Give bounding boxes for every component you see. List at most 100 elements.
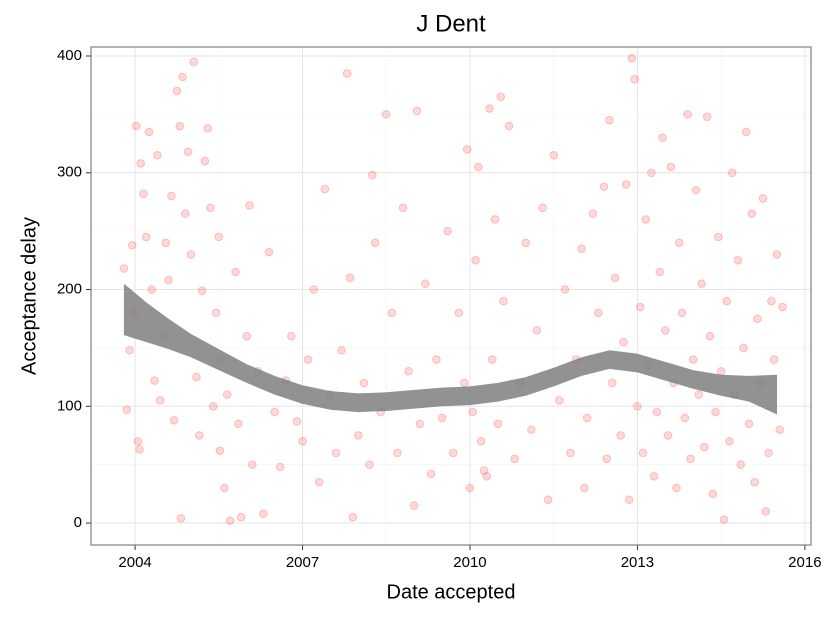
point xyxy=(448,448,458,458)
point xyxy=(144,127,154,137)
smooth-band xyxy=(123,283,777,415)
point xyxy=(122,405,132,415)
point xyxy=(683,110,692,119)
point xyxy=(153,150,162,160)
point xyxy=(189,57,198,67)
point xyxy=(716,366,726,376)
point xyxy=(686,454,695,464)
point xyxy=(275,462,285,472)
point xyxy=(270,407,279,417)
point xyxy=(728,168,737,178)
point xyxy=(208,401,218,411)
point xyxy=(672,483,681,493)
point xyxy=(714,232,723,242)
point xyxy=(370,238,380,248)
point xyxy=(767,296,776,306)
point xyxy=(661,326,670,335)
y-tick-label: 300 xyxy=(57,164,82,181)
point xyxy=(635,302,645,312)
point xyxy=(705,331,715,341)
point xyxy=(345,273,355,283)
point xyxy=(426,469,436,479)
point xyxy=(608,378,617,388)
point xyxy=(245,201,254,210)
point xyxy=(248,460,257,469)
point xyxy=(647,168,656,178)
y-tick-label: 0 xyxy=(74,514,82,531)
point xyxy=(421,279,430,288)
point xyxy=(697,279,706,288)
point xyxy=(320,184,330,194)
point xyxy=(496,92,505,102)
point xyxy=(741,127,751,137)
point xyxy=(206,203,215,213)
x-axis-label: Date accepted xyxy=(387,581,516,603)
point xyxy=(468,407,478,417)
point xyxy=(292,417,302,426)
point xyxy=(359,378,369,388)
point xyxy=(649,472,659,481)
point xyxy=(242,331,252,341)
point xyxy=(633,401,642,411)
point xyxy=(694,390,704,399)
point xyxy=(630,75,639,84)
point xyxy=(139,189,148,199)
point xyxy=(688,355,698,364)
point xyxy=(136,159,145,168)
point xyxy=(521,238,531,248)
point xyxy=(621,180,631,189)
point xyxy=(691,185,701,195)
point xyxy=(510,454,519,464)
point xyxy=(594,308,603,318)
point xyxy=(119,264,129,273)
point xyxy=(610,273,620,283)
point xyxy=(680,413,690,423)
point xyxy=(663,431,673,440)
point xyxy=(164,275,173,285)
point xyxy=(264,247,274,257)
point xyxy=(580,483,589,493)
point xyxy=(197,286,207,295)
point xyxy=(303,355,313,364)
point xyxy=(753,314,762,324)
point xyxy=(761,507,771,516)
point xyxy=(778,302,787,312)
point xyxy=(169,415,179,425)
point xyxy=(135,445,144,454)
point xyxy=(488,355,497,364)
point xyxy=(161,238,171,248)
point xyxy=(147,285,157,294)
point xyxy=(298,437,307,446)
point xyxy=(750,477,759,487)
point xyxy=(181,209,190,218)
point xyxy=(141,232,151,242)
point xyxy=(176,514,186,523)
point xyxy=(365,460,374,469)
plot-background xyxy=(91,47,811,545)
point xyxy=(133,437,143,446)
point xyxy=(415,419,425,429)
point xyxy=(222,390,232,399)
point xyxy=(543,495,553,504)
point xyxy=(200,156,210,166)
point xyxy=(619,337,628,347)
point xyxy=(404,366,413,376)
point xyxy=(758,194,768,203)
point xyxy=(234,419,243,429)
point xyxy=(348,512,358,522)
y-tick-label: 100 xyxy=(57,397,82,414)
point xyxy=(186,250,196,259)
point xyxy=(183,147,193,157)
point xyxy=(393,448,402,458)
point xyxy=(128,240,137,250)
point xyxy=(309,285,318,294)
x-tick-label: 2016 xyxy=(788,554,821,571)
point xyxy=(331,448,341,458)
point xyxy=(479,466,489,475)
point xyxy=(775,425,785,434)
point xyxy=(178,72,187,82)
point xyxy=(220,483,229,493)
point xyxy=(131,121,141,131)
point xyxy=(443,226,452,236)
point xyxy=(167,191,176,201)
